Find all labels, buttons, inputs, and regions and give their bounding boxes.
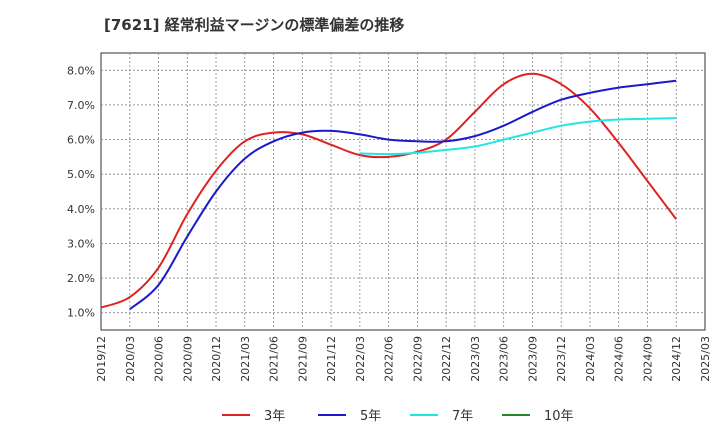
x-tick-label: 2024/09 — [641, 336, 654, 382]
x-tick-label: 2019/12 — [95, 336, 108, 382]
chart-title: [7621] 経常利益マージンの標準偏差の推移 — [104, 16, 405, 34]
x-tick-label: 2023/09 — [526, 336, 539, 382]
series-lines — [100, 72, 677, 310]
plot-border — [100, 52, 706, 331]
x-tick-label: 2021/09 — [296, 336, 309, 382]
x-tick-label: 2023/06 — [498, 336, 511, 382]
x-tick-label: 2020/06 — [153, 336, 166, 382]
x-tick-label: 2021/12 — [325, 336, 338, 382]
y-tick-label: 6.0% — [67, 134, 95, 147]
legend-label: 7年 — [452, 409, 473, 424]
legend-label: 5年 — [360, 409, 381, 424]
x-tick-label: 2022/09 — [411, 336, 424, 382]
x-tick-label: 2021/06 — [268, 336, 281, 382]
x-tick-label: 2024/12 — [670, 336, 683, 382]
y-tick-label: 7.0% — [67, 99, 95, 112]
x-tick-label: 2022/06 — [383, 336, 396, 382]
y-tick-label: 1.0% — [67, 307, 95, 320]
y-tick-label: 5.0% — [67, 168, 95, 181]
y-axis-ticks: 1.0% 2.0% 3.0% 4.0% 5.0% 6.0% 7.0% 8.0% — [67, 64, 95, 319]
x-axis-ticks: 2019/12 2020/03 2020/06 2020/09 2020/12 2021/… — [95, 336, 712, 382]
x-tick-label: 2020/12 — [210, 336, 223, 382]
x-tick-label: 2022/03 — [354, 336, 367, 382]
y-tick-label: 2.0% — [67, 272, 95, 285]
y-tick-label: 8.0% — [67, 64, 95, 77]
x-tick-label: 2021/03 — [239, 336, 252, 382]
x-tick-label: 2023/03 — [469, 336, 482, 382]
x-tick-label: 2020/09 — [181, 336, 194, 382]
gridlines — [101, 53, 705, 330]
x-tick-label: 2022/12 — [440, 336, 453, 382]
legend-label: 3年 — [264, 409, 285, 424]
x-tick-label: 2024/06 — [613, 336, 626, 382]
series-line-0 — [100, 72, 677, 309]
y-tick-label: 4.0% — [67, 203, 95, 216]
y-tick-label: 3.0% — [67, 237, 95, 250]
series-line-2 — [359, 117, 677, 156]
legend-label: 10年 — [544, 409, 574, 424]
plot-area — [100, 52, 706, 331]
x-tick-label: 2023/12 — [555, 336, 568, 382]
legend: 3年 5年 7年 10年 — [222, 409, 574, 424]
series-line-1 — [129, 79, 677, 310]
x-tick-label: 2025/03 — [699, 336, 712, 382]
x-tick-label: 2020/03 — [124, 336, 137, 382]
x-tick-label: 2024/03 — [584, 336, 597, 382]
